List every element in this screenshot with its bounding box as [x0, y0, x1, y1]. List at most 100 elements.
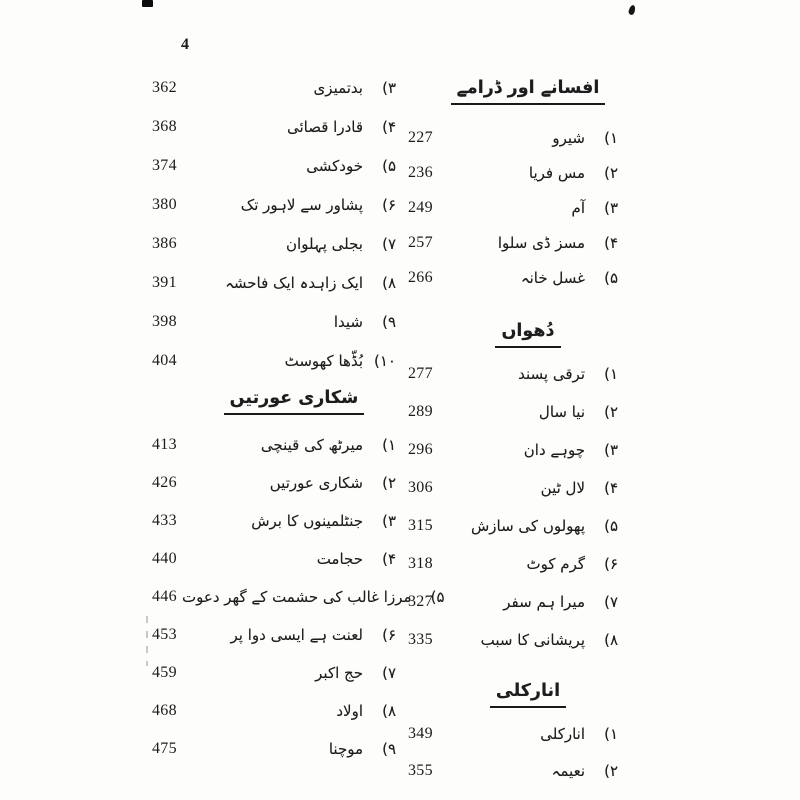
toc-entry: 362 ۳) بدتمیزی [152, 68, 396, 107]
entry-page-number: 315 [408, 517, 433, 534]
entry-page-number: 433 [152, 512, 177, 529]
entry-page-number: 306 [408, 479, 433, 496]
toc-entry: 266 ۵) غسل خانہ [408, 260, 618, 295]
entry-page-number: 289 [408, 403, 433, 420]
section-heading-wrap: افسانے اور ڈرامے [408, 72, 618, 120]
entry-text: ۲) نعیمہ [552, 762, 618, 780]
entry-text: ۸) ایک زاہدہ ایک فاحشہ [225, 274, 396, 292]
entry-text: ۴) مسز ڈی سلوا [498, 234, 618, 252]
entry-title: مرزا غالب کی حشمت کے گھر دعوت [182, 588, 412, 606]
entry-page-number: 398 [152, 312, 177, 330]
section-heading-shikari-aurtain: شکاری عورتیں [223, 388, 365, 415]
entry-title: شیدا [333, 312, 363, 331]
entry-title: جنٹلمینوں کا برش [251, 512, 363, 530]
entry-title: خودکشی [306, 156, 363, 175]
toc-entry: 257 ۴) مسز ڈی سلوا [408, 225, 618, 260]
entry-title: قادرا قصائی [286, 117, 363, 136]
entry-page-number: 296 [408, 441, 433, 458]
entry-text: ۲) شکاری عورتیں [270, 474, 396, 492]
entry-serial-number: ۵) [382, 156, 396, 175]
toc-entry: 277 ۱) ترقی پسند [408, 355, 618, 393]
entry-title: اولاد [336, 702, 363, 720]
toc-entry: 475 ۹) موچنا [152, 730, 396, 768]
entry-text: ۴) حجامت [317, 550, 396, 568]
entry-title: شکاری عورتیں [269, 474, 363, 492]
toc-entry: 249 ۳) آم [408, 190, 618, 225]
entry-text: ۱) ترقی پسند [518, 365, 618, 383]
toc-entry: 327 ۷) میرا ہم سفر [408, 583, 618, 621]
toc-entry: 368 ۴) قادرا قصائی [152, 107, 396, 146]
entry-serial-number: ۸) [382, 273, 396, 292]
entry-serial-number: ۷) [382, 234, 396, 253]
entry-serial-number: ۴) [382, 550, 396, 568]
toc-entry: 391 ۸) ایک زاہدہ ایک فاحشہ [152, 263, 396, 302]
toc-entry: 453 ۶) لعنت ہے ایسی دوا پر [152, 616, 396, 654]
entry-title: میرا ہم سفر [503, 593, 585, 611]
entry-title: مسز ڈی سلوا [497, 233, 585, 252]
entry-title: مس فریا [528, 163, 585, 182]
entry-text: ۴) لال ٹین [541, 479, 618, 497]
entry-page-number: 453 [152, 626, 177, 643]
entry-text: ۳) بدتمیزی [314, 79, 396, 97]
toc-entry: 318 ۶) گرم کوٹ [408, 545, 618, 583]
entry-serial-number: ۴) [604, 479, 618, 497]
toc-entry: 380 ۶) پشاور سے لاہور تک [152, 185, 396, 224]
entry-text: ۱) شیرو [552, 129, 618, 147]
entry-page-number: 459 [152, 664, 177, 681]
entry-title: پشاور سے لاہور تک [240, 195, 363, 214]
ink-mark-top-right [627, 4, 637, 16]
entry-title: بجلی پہلوان [286, 234, 363, 253]
entry-serial-number: ۱) [604, 128, 618, 147]
entry-page-number: 257 [408, 233, 433, 251]
toc-entry: 355 ۲) نعیمہ [408, 752, 618, 789]
toc-entry: 335 ۸) پریشانی کا سبب [408, 621, 618, 659]
entry-text: ۴) قادرا قصائی [287, 118, 396, 136]
entry-title: پریشانی کا سبب [480, 631, 585, 649]
section-heading-wrap: شکاری عورتیں [152, 380, 396, 426]
toc-section-anarkali: 349 ۱) انارکلی 355 ۲) نعیمہ [408, 715, 618, 789]
entry-page-number: 266 [408, 268, 433, 286]
toc-entry: 315 ۵) پھولوں کی سازش [408, 507, 618, 545]
entry-page-number: 386 [152, 234, 177, 252]
entry-page-number: 368 [152, 117, 177, 135]
toc-entry: 386 ۷) بجلی پہلوان [152, 224, 396, 263]
entry-text: ۸) اولاد [336, 702, 396, 720]
toc-entry: 374 ۵) خودکشی [152, 146, 396, 185]
entry-text: ۵) مرزا غالب کی حشمت کے گھر دعوت [182, 588, 445, 606]
entry-title: لال ٹین [540, 479, 585, 497]
entry-serial-number: ۱) [382, 436, 396, 454]
entry-serial-number: ۸) [382, 702, 396, 720]
entry-text: ۷) میرا ہم سفر [503, 593, 618, 611]
entry-serial-number: ۴) [604, 233, 618, 252]
entry-page-number: 277 [408, 365, 433, 382]
entry-text: ۲) نیا سال [539, 403, 618, 421]
entry-page-number: 349 [408, 724, 433, 742]
toc-entry: 349 ۱) انارکلی [408, 715, 618, 752]
section-heading-wrap: دُھواں [408, 309, 618, 355]
entry-serial-number: ۶) [604, 555, 618, 573]
entry-text: ۳) چوہے دان [524, 441, 618, 459]
toc-entry: 289 ۲) نیا سال [408, 393, 618, 431]
entry-title: حج اکبر [315, 664, 363, 682]
entry-title: غسل خانہ [520, 268, 585, 287]
entry-title: موچنا [328, 740, 363, 758]
entry-title: بُڈّھا کھوسٹ [284, 351, 363, 370]
section-heading-afsanay-aur-dramay: افسانے اور ڈرامے [450, 78, 606, 105]
entry-page-number: 426 [152, 474, 177, 491]
toc-section-continued: 362 ۳) بدتمیزی 368 ۴) قادرا قصائی 374 [152, 68, 396, 380]
entry-title: نعیمہ [551, 761, 585, 780]
entry-title: میرٹھ کی قینچی [260, 436, 363, 454]
entry-text: ۶) پشاور سے لاہور تک [241, 196, 396, 214]
entry-text: ۵) خودکشی [306, 157, 396, 175]
entry-text: ۵) غسل خانہ [521, 269, 618, 287]
entry-page-number: 440 [152, 550, 177, 567]
toc-entry: 398 ۹) شیدا [152, 302, 396, 341]
entry-page-number: 380 [152, 195, 177, 213]
entry-page-number: 374 [152, 156, 177, 174]
toc-entry: 433 ۳) جنٹلمینوں کا برش [152, 502, 396, 540]
entry-page-number: 468 [152, 702, 177, 719]
entry-text: ۷) حج اکبر [315, 664, 396, 682]
entry-serial-number: ۶) [382, 195, 396, 214]
section-heading-dhuan: دُھواں [495, 321, 561, 348]
